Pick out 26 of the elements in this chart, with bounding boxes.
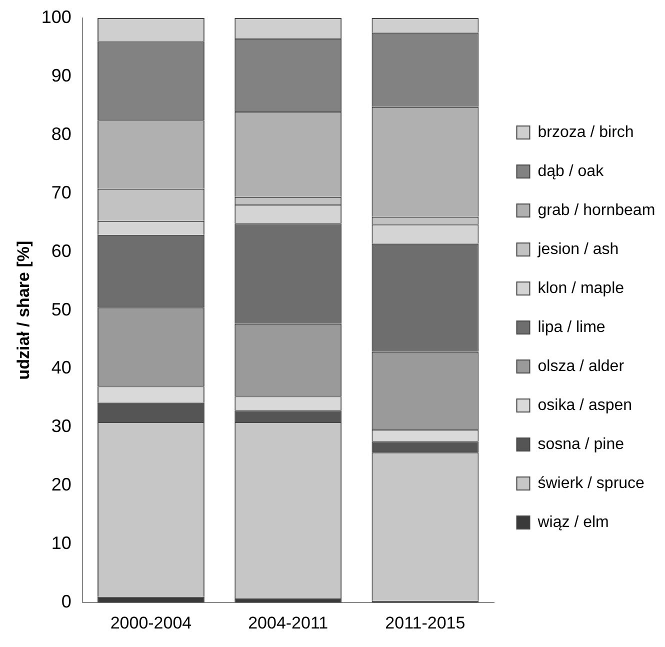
y-tick-label: 70 bbox=[51, 182, 72, 202]
y-tick-label: 40 bbox=[51, 358, 72, 378]
x-tick-label: 2011-2015 bbox=[385, 613, 466, 632]
y-tick-label: 90 bbox=[51, 65, 72, 86]
legend-label: grab / hornbeam bbox=[538, 202, 656, 219]
legend-label: lipa / lime bbox=[538, 318, 606, 336]
y-axis-title: udział / share [%] bbox=[14, 240, 33, 380]
legend-label: jesion / ash bbox=[536, 240, 619, 258]
y-tick-label: 10 bbox=[51, 533, 72, 554]
x-tick-label: 2004-2011 bbox=[248, 613, 328, 632]
legend-label: wiąz / elm bbox=[536, 514, 609, 531]
x-tick-label: 2000-2004 bbox=[110, 613, 192, 632]
legend-label: klon / maple bbox=[538, 280, 624, 297]
legend-label: brzoza / birch bbox=[538, 124, 634, 141]
y-tick-label: 100 bbox=[41, 6, 72, 27]
y-tick-label: 80 bbox=[51, 124, 72, 144]
legend-label: osika / aspen bbox=[538, 396, 632, 414]
legend-label: sosna / pine bbox=[538, 436, 624, 453]
y-tick-label: 20 bbox=[51, 474, 72, 495]
y-tick-label: 50 bbox=[51, 299, 72, 320]
legend-label: świerk / spruce bbox=[538, 474, 645, 492]
y-tick-label: 0 bbox=[61, 592, 72, 612]
y-tick-label: 60 bbox=[51, 240, 72, 261]
legend-label: dąb / oak bbox=[538, 162, 605, 180]
legend-label: olsza / alder bbox=[538, 358, 625, 375]
y-tick-label: 30 bbox=[51, 416, 72, 436]
